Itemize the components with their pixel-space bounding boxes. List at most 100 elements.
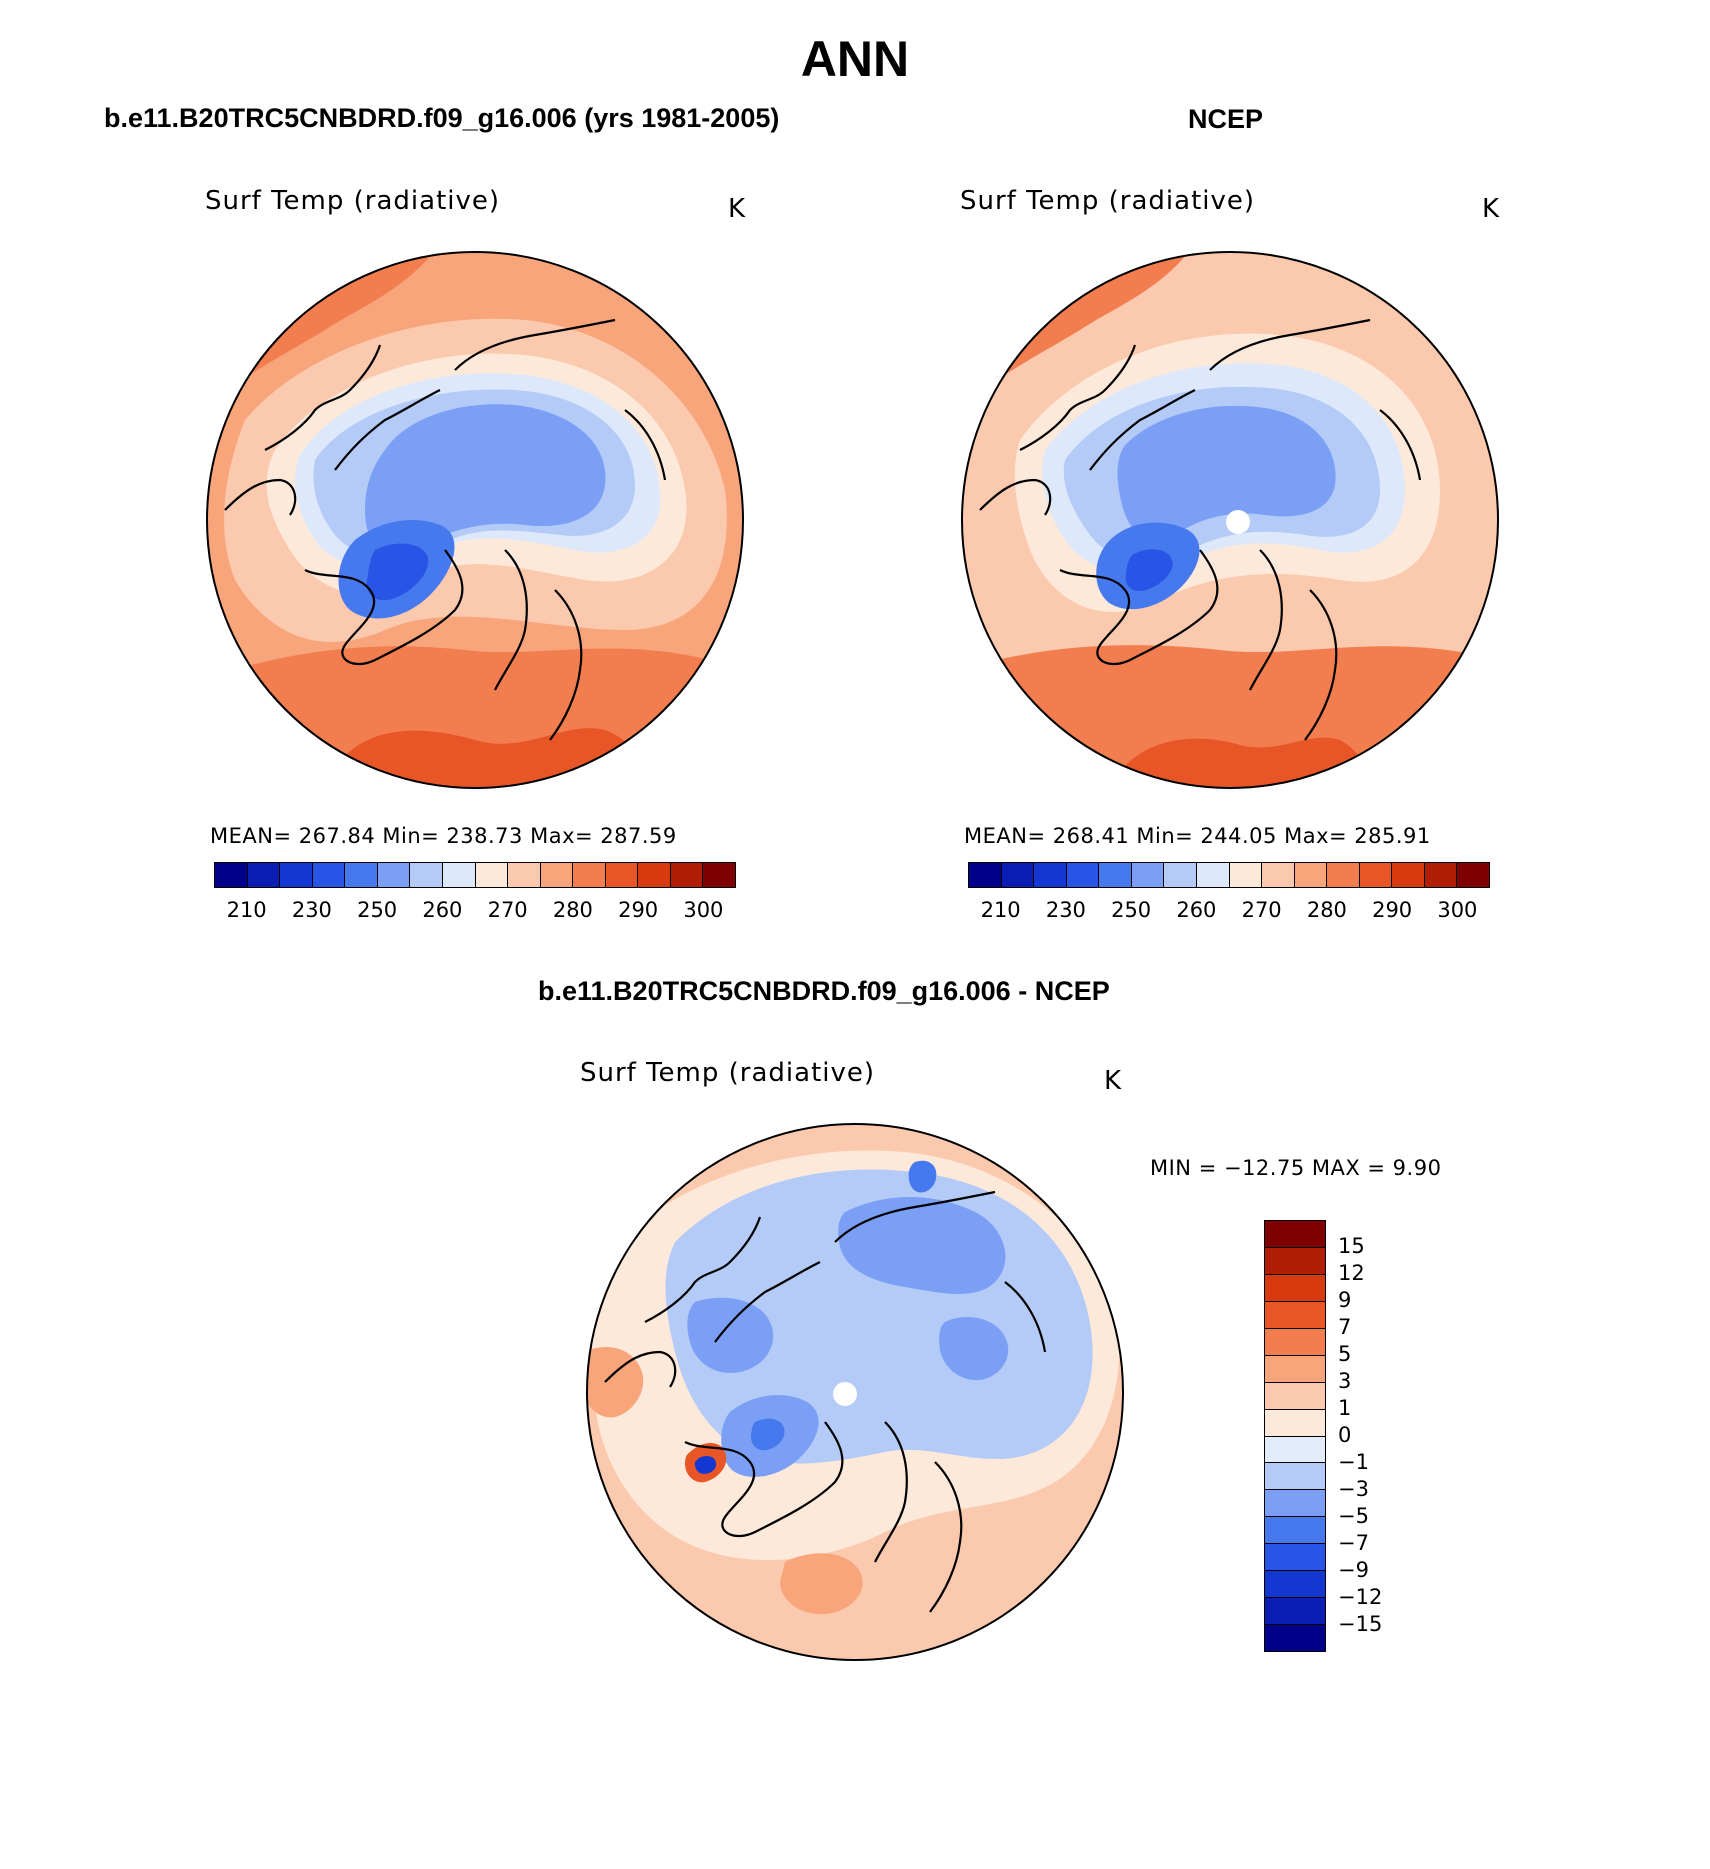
map2-medium-blue — [1117, 405, 1336, 541]
map3-greenland-spot — [750, 1418, 785, 1451]
diff-colorbar — [1264, 1220, 1326, 1652]
obs-colorbar — [968, 862, 1490, 888]
diff-colorbar-bin — [1265, 1409, 1325, 1437]
map1-medium-blue — [365, 404, 606, 556]
diff-colorbar-tick-label: 5 — [1338, 1341, 1352, 1366]
colorbar-tick-label: 270 — [487, 898, 528, 922]
colorbar-bin — [1327, 863, 1360, 887]
diff-colorbar-bin — [1265, 1490, 1325, 1518]
colorbar-bin — [1262, 863, 1295, 887]
colorbar-tick-label: 300 — [1437, 898, 1478, 922]
colorbar-bin — [508, 863, 541, 887]
diff-colorbar-tick-label: −3 — [1338, 1476, 1369, 1501]
model-stats: MEAN= 267.84 Min= 238.73 Max= 287.59 — [210, 824, 677, 848]
colorbar-bin — [1099, 863, 1132, 887]
map3-warm-bottom — [780, 1553, 863, 1615]
diff-colorbar-bin — [1265, 1301, 1325, 1329]
diff-colorbar-tick-label: 0 — [1338, 1422, 1352, 1447]
colorbar-tick-label: 280 — [552, 898, 593, 922]
diff-units: K — [1104, 1066, 1122, 1096]
colorbar-bin — [1424, 863, 1458, 887]
figure-title: ANN — [800, 31, 910, 87]
colorbar-bin — [1131, 863, 1165, 887]
model-polar-map — [206, 251, 744, 789]
colorbar-tick-label: 260 — [422, 898, 463, 922]
colorbar-bin — [670, 863, 704, 887]
map2-greenland-core — [1125, 549, 1173, 592]
map3-coastlines — [604, 1190, 1047, 1613]
diff-colorbar-tick-label: −1 — [1338, 1449, 1369, 1474]
colorbar-bin — [1196, 863, 1230, 887]
diff-colorbar-bin — [1265, 1598, 1325, 1626]
colorbar-bin — [1066, 863, 1100, 887]
map2-pole-gap — [1226, 510, 1250, 534]
colorbar-bin — [638, 863, 671, 887]
colorbar-bin — [345, 863, 378, 887]
colorbar-bin — [1294, 863, 1328, 887]
map3-warm-left — [587, 1347, 644, 1418]
diff-colorbar-bin — [1265, 1355, 1325, 1383]
colorbar-bin — [1001, 863, 1035, 887]
map3-medium-blue-west — [687, 1297, 774, 1373]
diff-colorbar-bin — [1265, 1221, 1325, 1248]
map3-medium-blue-east — [838, 1197, 1006, 1294]
diff-colorbar-tick-label: 15 — [1338, 1233, 1365, 1258]
diff-colorbar-tick-label: 7 — [1338, 1314, 1352, 1339]
colorbar-tick-label: 280 — [1306, 898, 1347, 922]
diff-colorbar-tick-label: 12 — [1338, 1260, 1365, 1285]
colorbar-tick-label: 290 — [618, 898, 659, 922]
colorbar-bin — [573, 863, 606, 887]
diff-polar-map — [586, 1123, 1124, 1661]
colorbar-tick-label: 210 — [980, 898, 1021, 922]
obs-panel-header: NCEP — [1188, 104, 1264, 134]
colorbar-bin — [540, 863, 574, 887]
colorbar-bin — [247, 863, 281, 887]
colorbar-bin — [280, 863, 313, 887]
obs-polar-map — [961, 251, 1499, 789]
diff-colorbar-bin — [1265, 1328, 1325, 1356]
diff-colorbar-tick-label: 3 — [1338, 1368, 1352, 1393]
diff-plot-label: Surf Temp (radiative) — [580, 1058, 876, 1088]
colorbar-tick-label: 260 — [1176, 898, 1217, 922]
obs-colorbar-ticks: 210 230 250 260 270 280 290 300 — [968, 898, 1490, 928]
map3-cold-core — [694, 1455, 717, 1474]
colorbar-bin — [377, 863, 411, 887]
diff-colorbar-bin — [1265, 1571, 1325, 1599]
diff-colorbar-bin — [1265, 1247, 1325, 1275]
diff-colorbar-bin — [1265, 1274, 1325, 1302]
diff-colorbar-bin — [1265, 1382, 1325, 1410]
model-plot-label: Surf Temp (radiative) — [205, 186, 501, 216]
colorbar-bin — [475, 863, 509, 887]
colorbar-bin — [442, 863, 476, 887]
colorbar-tick-label: 250 — [357, 898, 398, 922]
colorbar-tick-label: 250 — [1111, 898, 1152, 922]
colorbar-tick-label: 230 — [1045, 898, 1086, 922]
colorbar-tick-label: 270 — [1241, 898, 1282, 922]
map2-coastlines — [979, 318, 1422, 741]
colorbar-bin — [703, 863, 735, 887]
colorbar-bin — [215, 863, 248, 887]
colorbar-bin — [1164, 863, 1197, 887]
colorbar-bin — [312, 863, 346, 887]
model-units: K — [728, 194, 746, 224]
model-panel-header: b.e11.B20TRC5CNBDRD.f09_g16.006 (yrs 198… — [104, 103, 780, 133]
map3-dark-blue-spot — [908, 1160, 937, 1193]
colorbar-bin — [969, 863, 1002, 887]
map1-greenland-core — [366, 543, 429, 601]
colorbar-bin — [1457, 863, 1489, 887]
diff-colorbar-tick-label: −7 — [1338, 1530, 1369, 1555]
diff-colorbar-ticks: 15 12 9 7 5 3 1 0 −1 −3 −5 −7 −9 −12 −15 — [1338, 1220, 1418, 1652]
map3-pole-gap — [833, 1382, 857, 1406]
diff-colorbar-bin — [1265, 1625, 1325, 1651]
colorbar-bin — [410, 863, 443, 887]
diff-colorbar-tick-label: −12 — [1338, 1584, 1383, 1609]
map3-medium-blue-right — [939, 1317, 1009, 1381]
colorbar-bin — [1359, 863, 1393, 887]
diff-panel-header: b.e11.B20TRC5CNBDRD.f09_g16.006 - NCEP — [538, 976, 1110, 1006]
diff-minmax: MIN = −12.75 MAX = 9.90 — [1150, 1156, 1442, 1180]
colorbar-tick-label: 230 — [291, 898, 332, 922]
colorbar-bin — [1034, 863, 1067, 887]
model-colorbar-ticks: 210 230 250 260 270 280 290 300 — [214, 898, 736, 928]
diff-colorbar-bin — [1265, 1436, 1325, 1464]
colorbar-tick-label: 210 — [226, 898, 267, 922]
